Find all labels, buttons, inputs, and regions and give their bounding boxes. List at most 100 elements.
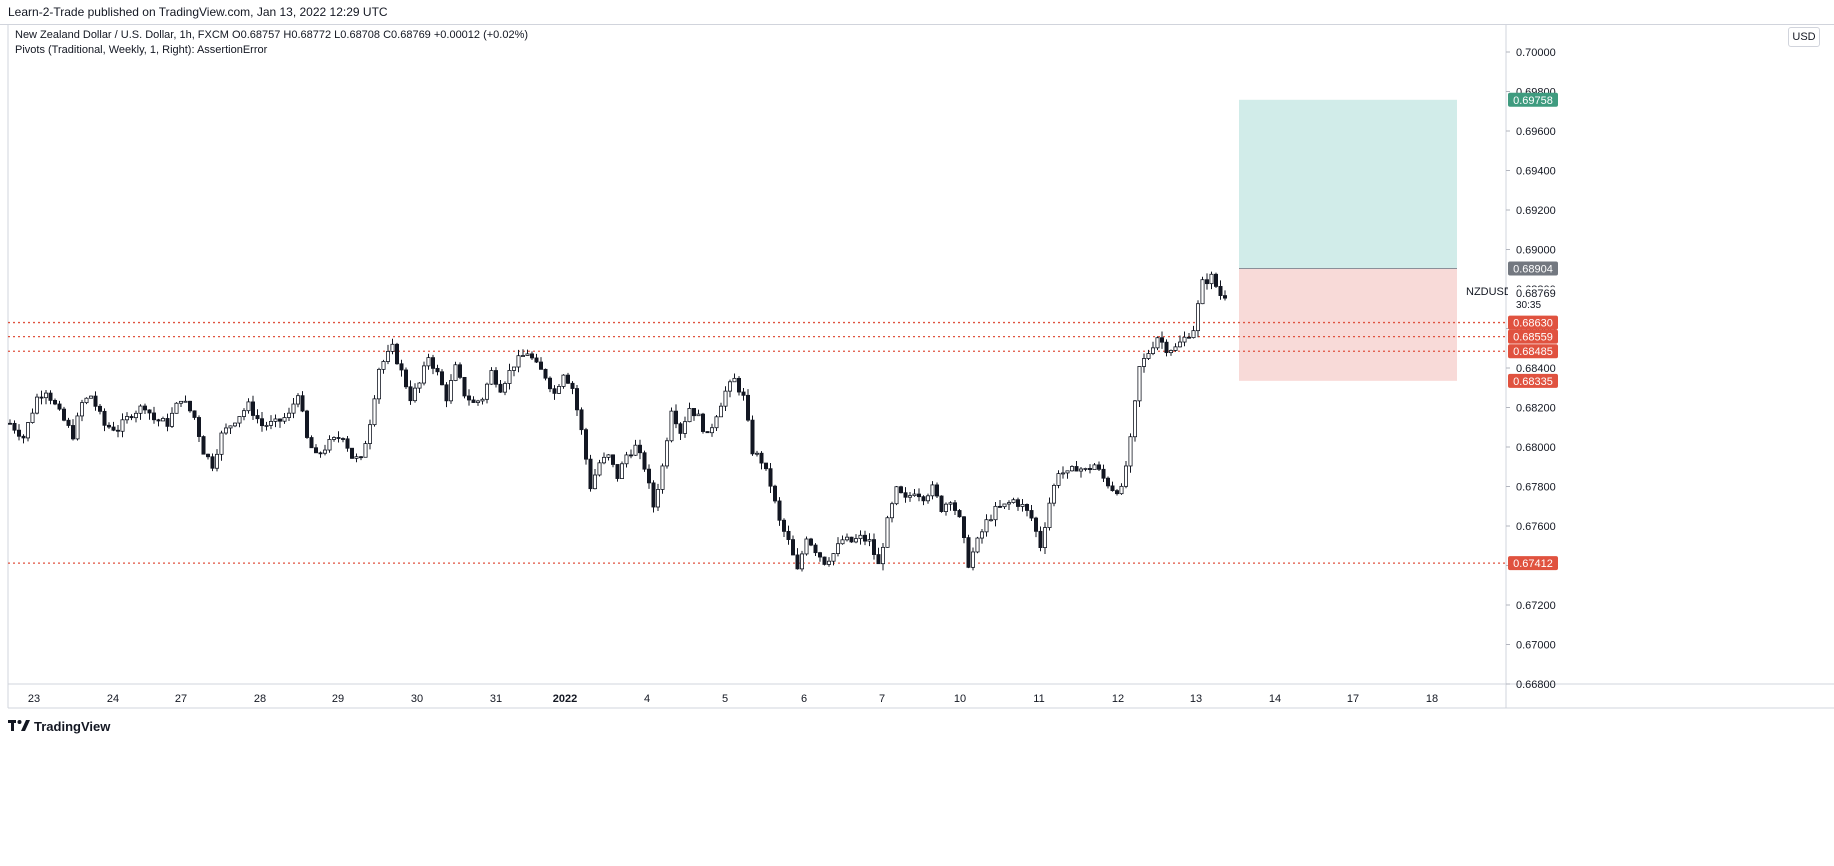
- candle-body: [1007, 502, 1012, 505]
- candle-body: [111, 426, 116, 431]
- candle-body: [831, 553, 836, 562]
- candle-body: [57, 403, 62, 410]
- candle-body: [1056, 473, 1061, 486]
- last-price-value: 0.68769: [1516, 288, 1556, 300]
- candle-body: [462, 376, 467, 397]
- candle-body: [259, 418, 264, 427]
- candle-body: [1142, 358, 1147, 367]
- candle-body: [331, 437, 336, 440]
- candle-body: [1097, 464, 1102, 470]
- candle-body: [624, 454, 629, 465]
- candle-body: [1047, 502, 1052, 528]
- candle-body: [205, 453, 210, 458]
- candle-body: [1029, 510, 1034, 519]
- candle-body: [755, 452, 760, 455]
- x-tick-label: 2022: [553, 693, 577, 705]
- publish-header: Learn-2-Trade published on TradingView.c…: [0, 0, 1834, 25]
- candle-body: [642, 452, 647, 470]
- candle-body: [980, 531, 985, 539]
- candle-body: [21, 435, 26, 439]
- candle-body: [480, 398, 485, 402]
- currency-button[interactable]: USD: [1788, 27, 1820, 47]
- candle-body: [1101, 468, 1106, 479]
- candle-body: [277, 418, 282, 422]
- tradingview-logo: TradingView: [8, 717, 110, 735]
- candle-body: [80, 402, 85, 417]
- candle-body: [849, 536, 854, 543]
- candle-body: [1016, 499, 1021, 507]
- candle-body: [1191, 330, 1196, 339]
- candle-body: [759, 452, 764, 464]
- candle-body: [385, 350, 390, 362]
- candle-body: [962, 516, 967, 539]
- x-tick-label: 30: [411, 693, 423, 705]
- candle-body: [138, 405, 143, 414]
- x-tick-label: 5: [722, 693, 728, 705]
- candle-body: [1178, 341, 1183, 348]
- candle-body: [507, 370, 512, 384]
- candle-body: [282, 417, 287, 422]
- candle-body: [530, 353, 535, 359]
- candle-body: [1151, 347, 1156, 354]
- candle-body: [1133, 400, 1138, 438]
- candle-body: [471, 399, 476, 403]
- candle-body: [588, 458, 593, 490]
- candle-body: [25, 422, 30, 439]
- candle-body: [1209, 273, 1214, 285]
- candle-body: [993, 505, 998, 521]
- candle-body: [1088, 468, 1093, 471]
- candle-body: [710, 427, 715, 434]
- candle-body: [611, 454, 616, 465]
- candle-body: [705, 431, 710, 434]
- target-price-label: 0.69758: [1513, 95, 1553, 107]
- stop-price-tag: [1508, 373, 1558, 388]
- candle-body: [858, 534, 863, 540]
- candle-body: [201, 436, 206, 455]
- candle-body: [692, 408, 697, 417]
- candle-body: [548, 377, 553, 390]
- candle-body: [516, 355, 521, 368]
- candle-body: [1169, 350, 1174, 354]
- y-tick-label: 0.66800: [1516, 679, 1556, 691]
- candle-body: [1079, 468, 1084, 472]
- candle-body: [147, 409, 152, 414]
- candle-body: [975, 537, 980, 553]
- candle-body: [250, 401, 255, 416]
- level-price-tag: [1508, 556, 1558, 571]
- candle-body: [439, 371, 444, 386]
- candle-body: [1205, 279, 1210, 285]
- x-tick-label: 27: [175, 693, 187, 705]
- candle-body: [196, 417, 201, 437]
- level-price-label: 0.68559: [1513, 332, 1553, 344]
- candle-body: [732, 377, 737, 383]
- candle-body: [953, 502, 958, 511]
- candle-body: [1214, 273, 1219, 287]
- candle-body: [255, 415, 260, 420]
- candle-body: [597, 462, 602, 476]
- candle-body: [714, 416, 719, 429]
- candle-body: [300, 395, 305, 412]
- candle-body: [120, 419, 125, 432]
- candle-body: [116, 429, 121, 432]
- candle-body: [818, 552, 823, 558]
- candle-body: [367, 424, 372, 444]
- candle-body: [1128, 436, 1133, 467]
- candle-body: [466, 395, 471, 401]
- candle-body: [1173, 346, 1178, 351]
- candle-body: [156, 419, 161, 422]
- y-tick-label: 0.67600: [1516, 521, 1556, 533]
- candle-body: [1002, 503, 1007, 508]
- candle-body: [971, 551, 976, 568]
- x-tick-label: 29: [332, 693, 344, 705]
- candle-body: [813, 544, 818, 554]
- candle-body: [768, 468, 773, 487]
- candle-body: [575, 388, 580, 411]
- symbol-price-label: NZDUSD: [1466, 286, 1512, 298]
- candle-body: [1182, 336, 1187, 343]
- target-price-tag: [1508, 92, 1558, 107]
- candle-body: [827, 560, 832, 565]
- candle-body: [1200, 279, 1205, 305]
- candle-body: [246, 401, 251, 412]
- candle-body: [728, 381, 733, 392]
